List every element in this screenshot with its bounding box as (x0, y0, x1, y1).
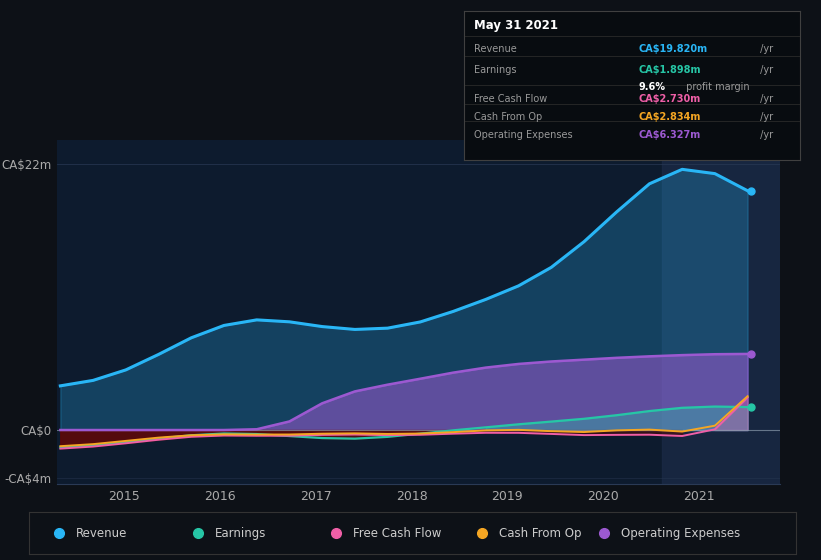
Text: Operating Expenses: Operating Expenses (474, 130, 572, 140)
Text: Cash From Op: Cash From Op (498, 527, 581, 540)
Text: /yr: /yr (757, 94, 773, 104)
Text: CA$1.898m: CA$1.898m (639, 66, 701, 76)
Text: Operating Expenses: Operating Expenses (621, 527, 741, 540)
Text: /yr: /yr (757, 112, 773, 122)
Text: /yr: /yr (757, 44, 773, 54)
Text: May 31 2021: May 31 2021 (474, 18, 558, 31)
Text: Free Cash Flow: Free Cash Flow (353, 527, 441, 540)
Text: CA$6.327m: CA$6.327m (639, 130, 701, 140)
Text: Earnings: Earnings (214, 527, 266, 540)
Text: 9.6%: 9.6% (639, 82, 666, 92)
Text: /yr: /yr (757, 130, 773, 140)
Text: Revenue: Revenue (474, 44, 516, 54)
Text: CA$19.820m: CA$19.820m (639, 44, 708, 54)
Bar (663, 140, 780, 484)
Text: profit margin: profit margin (683, 82, 750, 92)
Text: CA$2.730m: CA$2.730m (639, 94, 701, 104)
Text: /yr: /yr (757, 66, 773, 76)
Text: Cash From Op: Cash From Op (474, 112, 542, 122)
Text: Earnings: Earnings (474, 66, 516, 76)
Text: CA$2.834m: CA$2.834m (639, 112, 701, 122)
Text: Free Cash Flow: Free Cash Flow (474, 94, 548, 104)
Text: Revenue: Revenue (76, 527, 128, 540)
